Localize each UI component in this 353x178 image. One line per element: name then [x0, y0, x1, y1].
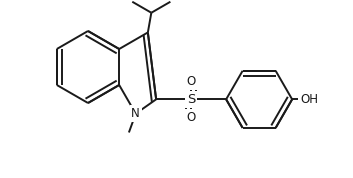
Text: O: O [186, 75, 196, 88]
Text: O: O [186, 111, 196, 124]
Text: N: N [131, 107, 140, 120]
Text: OH: OH [300, 93, 318, 106]
Text: S: S [187, 93, 195, 106]
